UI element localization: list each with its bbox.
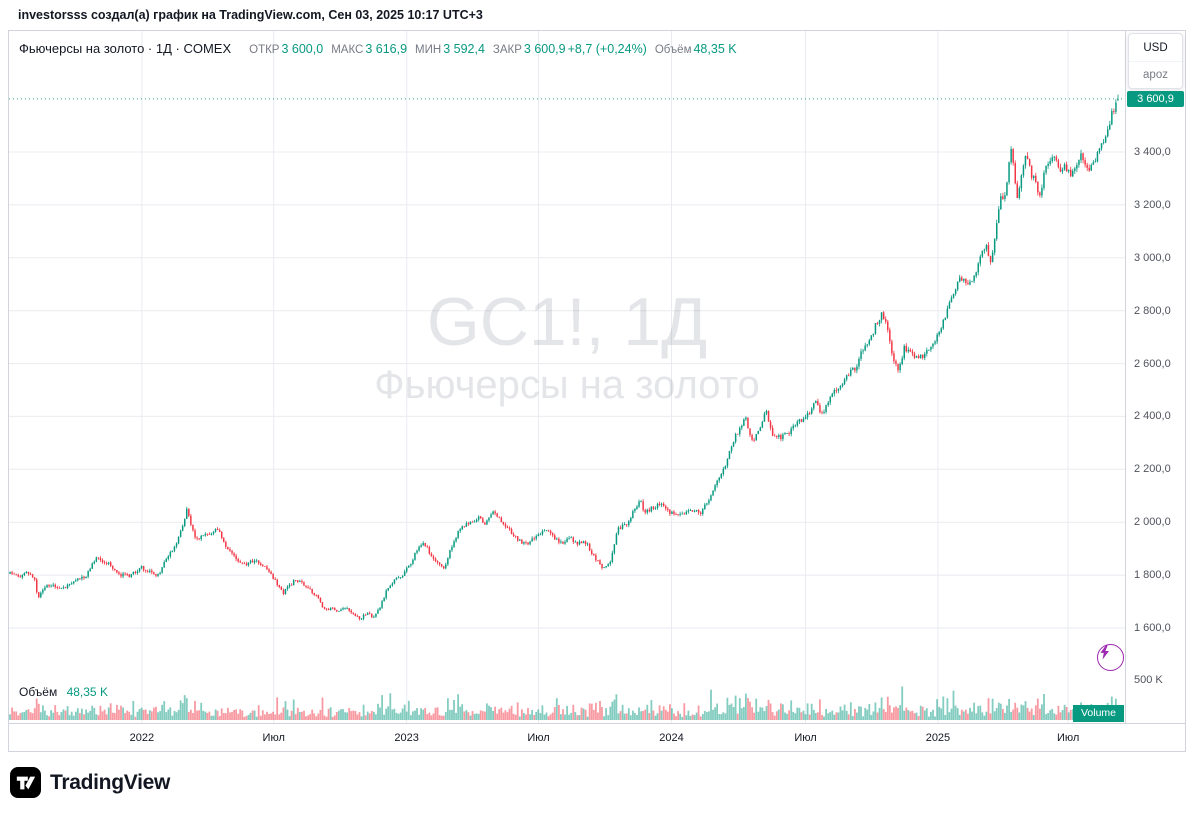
attribution-text: investorsss создал(а) график на TradingV… <box>18 8 483 22</box>
instant-trading-button[interactable] <box>1097 644 1124 671</box>
price-tick-label: 1 600,0 <box>1134 622 1171 634</box>
currency-unit-toggle: USD apoz <box>1128 33 1183 89</box>
volume-scale-tick: 500 K <box>1134 674 1163 686</box>
time-tick-label: 2023 <box>394 732 419 744</box>
open-label: ОТКР <box>249 44 280 56</box>
price-tick-label: 2 400,0 <box>1134 410 1171 423</box>
volume-scale-badge: Volume <box>1072 705 1124 722</box>
price-tick-label: 2 800,0 <box>1134 304 1171 317</box>
low-label: МИН <box>415 44 442 56</box>
time-tick-label: Июл <box>527 732 550 744</box>
currency-usd-button[interactable]: USD <box>1143 41 1168 54</box>
tradingview-logo-icon[interactable] <box>10 767 41 798</box>
close-label: ЗАКР <box>492 44 522 56</box>
price-tick-label: 3 000,0 <box>1134 251 1171 264</box>
price-tick-label: 2 000,0 <box>1134 516 1171 529</box>
time-tick-label: Июл <box>794 732 817 744</box>
time-tick-label: Июл <box>262 732 285 744</box>
time-tick-label: 2024 <box>659 732 684 744</box>
price-tick-label: 2 200,0 <box>1134 463 1171 476</box>
time-tick-label: Июл <box>1056 732 1080 744</box>
time-axis[interactable]: 2022 Июл 2023 Июл 2024 Июл 2025 Июл <box>9 723 1185 751</box>
price-tick-label: 3 400,0 <box>1134 146 1171 158</box>
price-tick-label: 2 600,0 <box>1134 357 1171 370</box>
chart-canvas[interactable]: GC1!, 1Д Фьючерсы на золото Фьючерсы на … <box>9 31 1125 723</box>
open-value: 3 600,0 <box>281 42 324 56</box>
chart-frame: GC1!, 1Д Фьючерсы на золото Фьючерсы на … <box>8 30 1186 752</box>
low-value: 3 592,4 <box>443 42 485 56</box>
volume-value: 48,35 K <box>693 42 737 56</box>
symbol-title[interactable]: Фьючерсы на золото · 1Д · COMEX <box>19 41 232 56</box>
symbol-legend[interactable]: Фьючерсы на золото · 1Д · COMEX ОТКР 3 6… <box>19 41 737 56</box>
volume-pane-label: Объём <box>19 685 58 699</box>
volume-pane-legend[interactable]: Объём 48,35 K <box>19 685 108 699</box>
tradingview-mark-icon <box>16 776 35 789</box>
brand-name: TradingView <box>50 770 171 794</box>
candlestick-chart <box>9 31 1125 723</box>
footer-branding[interactable]: TradingView <box>10 767 170 798</box>
price-scale[interactable]: USD apoz 3 600,9 500 K 3 400,0 3 200,0 3 0… <box>1125 31 1185 723</box>
high-label: МАКС <box>331 44 364 56</box>
last-price-chip: 3 600,9 <box>1127 90 1184 107</box>
price-tick-label: 3 200,0 <box>1134 198 1171 211</box>
volume-pane-value: 48,35 K <box>66 685 108 699</box>
high-value: 3 616,9 <box>365 42 408 56</box>
close-value: 3 600,9 <box>523 42 566 56</box>
time-tick-label: 2025 <box>925 732 951 744</box>
price-tick-label: 1 800,0 <box>1134 569 1171 582</box>
change-value: +8,7 (+0,24%) <box>567 42 647 56</box>
time-tick-label: 2022 <box>129 732 155 744</box>
unit-apoz-button[interactable]: apoz <box>1129 61 1182 88</box>
volume-label: Объём <box>654 44 692 56</box>
lightning-icon <box>1100 645 1109 660</box>
